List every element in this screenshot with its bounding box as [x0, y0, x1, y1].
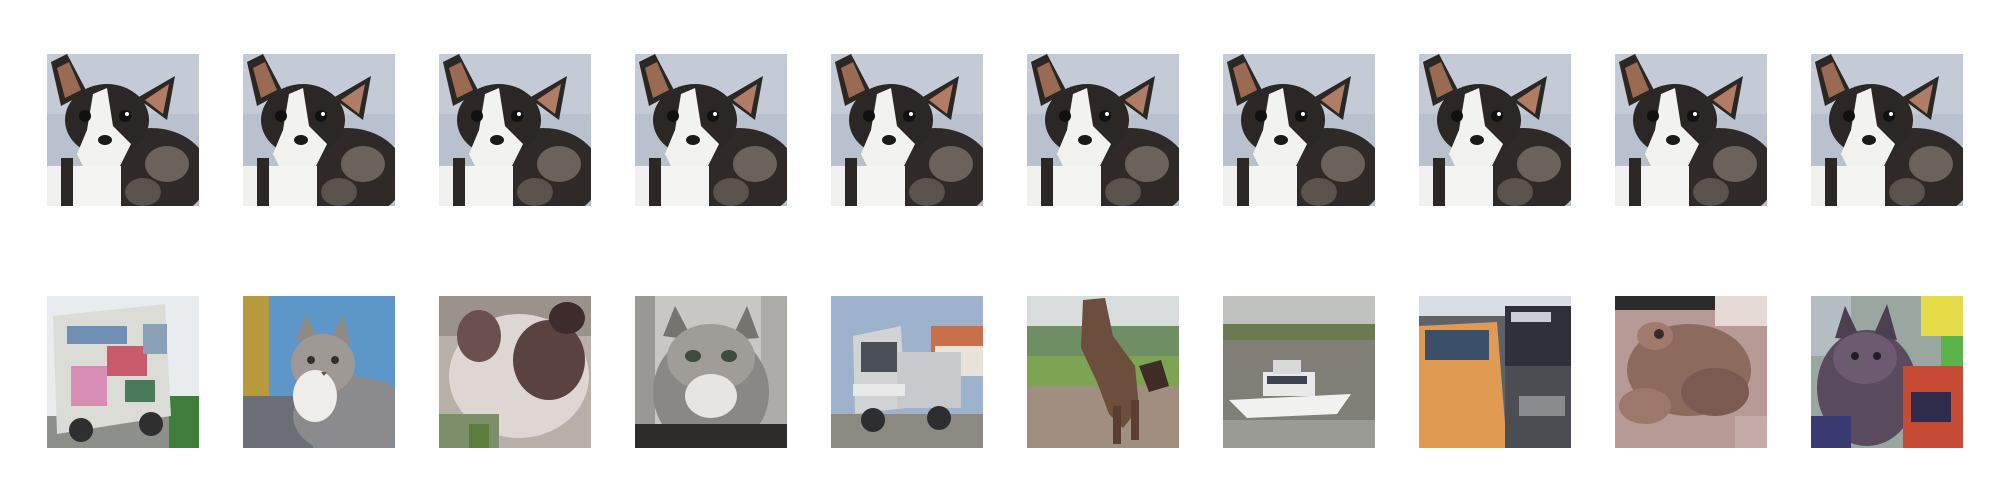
chihuahua-dog-image — [1811, 54, 1963, 206]
cat-image — [1811, 296, 1963, 448]
ship-image — [1223, 296, 1375, 448]
chihuahua-dog-image — [439, 54, 591, 206]
chihuahua-dog-image — [635, 54, 787, 206]
cat-image — [439, 296, 591, 448]
dog-image-tile-5 — [831, 54, 983, 206]
dog-image-tile-7 — [1223, 54, 1375, 206]
truck-image — [831, 296, 983, 448]
automobile-image — [1419, 296, 1571, 448]
frog-image — [1615, 296, 1767, 448]
truck-image — [47, 296, 199, 448]
horse-image-tile — [1027, 296, 1179, 448]
dog-image-tile-2 — [243, 54, 395, 206]
cat-image-tile-3 — [635, 296, 787, 448]
dog-image-tile-9 — [1615, 54, 1767, 206]
chihuahua-dog-image — [831, 54, 983, 206]
dog-image-tile-4 — [635, 54, 787, 206]
dog-image-tile-3 — [439, 54, 591, 206]
truck-image-tile — [47, 296, 199, 448]
cat-image-tile-4 — [1811, 296, 1963, 448]
automobile-image-tile — [1419, 296, 1571, 448]
frog-image-tile — [1615, 296, 1767, 448]
chihuahua-dog-image — [47, 54, 199, 206]
truck-image-tile-2 — [831, 296, 983, 448]
cat-image-tile-1 — [243, 296, 395, 448]
chihuahua-dog-image — [1419, 54, 1571, 206]
horse-image — [1027, 296, 1179, 448]
dog-image-tile-1 — [47, 54, 199, 206]
dog-image-tile-8 — [1419, 54, 1571, 206]
chihuahua-dog-image — [1223, 54, 1375, 206]
chihuahua-dog-image — [1027, 54, 1179, 206]
chihuahua-dog-image — [243, 54, 395, 206]
dog-image-tile-10 — [1811, 54, 1963, 206]
chihuahua-dog-image — [1615, 54, 1767, 206]
cat-image-tile-2 — [439, 296, 591, 448]
ship-image-tile — [1223, 296, 1375, 448]
cat-image — [635, 296, 787, 448]
cat-image — [243, 296, 395, 448]
dog-image-tile-6 — [1027, 54, 1179, 206]
